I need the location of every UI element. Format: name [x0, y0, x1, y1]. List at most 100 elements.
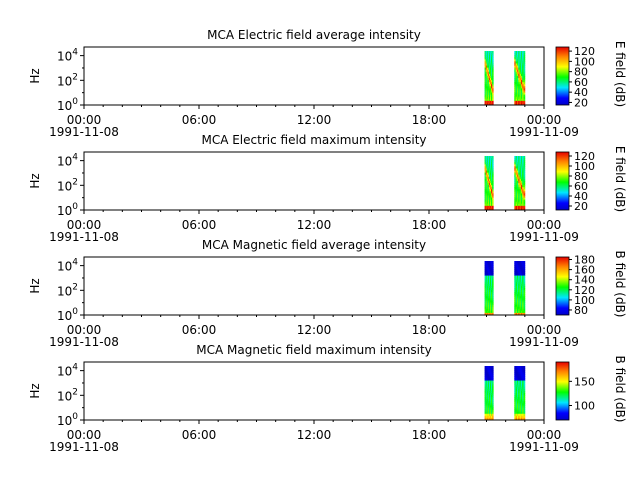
spectrogram-cell — [519, 376, 522, 379]
spectrogram-cell — [516, 88, 519, 91]
spectrogram-cell — [516, 170, 519, 174]
spectrogram-cell — [514, 67, 517, 71]
spectrogram-cell — [486, 417, 489, 421]
spectrogram-cell — [485, 290, 488, 293]
spectrogram-cell — [515, 413, 518, 417]
spectrogram-cell — [492, 75, 494, 79]
spectrogram-cell — [516, 403, 519, 406]
spectrogram-cell — [523, 205, 526, 209]
y-tick-exponent: 2 — [72, 72, 78, 82]
spectrogram-cell — [523, 380, 526, 384]
spectrogram-cell — [515, 370, 518, 373]
spectrogram-cell — [484, 405, 487, 408]
spectrogram-cell — [489, 393, 492, 396]
spectrogram-cell — [492, 401, 494, 404]
spectrogram-cell — [519, 166, 522, 169]
spectrogram-cell — [523, 395, 526, 398]
spectrogram-cell — [485, 411, 488, 415]
spectrogram-cell — [516, 164, 519, 167]
spectrogram-cell — [520, 75, 523, 79]
spectrogram-cell — [522, 191, 524, 194]
spectrogram-cell — [484, 390, 487, 394]
spectrogram-cell — [519, 80, 522, 83]
spectrogram-cell — [514, 417, 517, 421]
spectrogram-cell — [491, 98, 493, 102]
colorbar-tick-label: 60 — [574, 180, 588, 193]
spectrogram-cell — [519, 415, 522, 419]
spectrogram-cell — [487, 69, 490, 73]
spectrogram-cell — [484, 187, 487, 190]
spectrogram-cell — [519, 82, 522, 85]
spectrogram-cell — [518, 306, 520, 310]
spectrogram-cell — [518, 267, 520, 270]
spectrogram-cell — [484, 296, 487, 299]
spectrogram-cell — [485, 57, 488, 60]
spectrogram-cell — [485, 273, 488, 276]
spectrogram-cell — [486, 397, 489, 400]
spectrogram-cell — [492, 304, 494, 308]
spectrogram-cell — [515, 388, 518, 392]
spectrogram-cell — [516, 96, 519, 100]
spectrogram-cell — [519, 298, 522, 301]
spectrogram-cell — [522, 388, 524, 392]
spectrogram-cell — [491, 302, 493, 306]
spectrogram-cell — [486, 203, 489, 207]
spectrogram-cell — [492, 376, 494, 379]
spectrogram-cell — [485, 312, 488, 316]
spectrogram-cell — [518, 382, 520, 386]
x-tick-label: 18:00 — [412, 428, 447, 442]
spectrogram-cell — [489, 78, 492, 81]
spectrogram-cell — [492, 90, 494, 93]
spectrogram-cell — [486, 283, 489, 287]
spectrogram-cell — [516, 384, 519, 388]
spectrogram-cell — [485, 51, 488, 54]
spectrogram-cell — [516, 401, 519, 404]
spectrogram-cell — [520, 269, 523, 272]
spectrogram-cell — [484, 176, 487, 180]
spectrogram-cell — [486, 59, 489, 62]
spectrogram-cell — [484, 61, 487, 64]
spectrogram-cell — [488, 269, 491, 272]
spectrogram-cell — [488, 82, 491, 85]
spectrogram-cell — [519, 176, 522, 180]
spectrogram-cell — [518, 193, 520, 196]
spectrogram-cell — [522, 382, 524, 386]
spectrogram-cell — [516, 308, 519, 312]
spectrogram-cell — [522, 207, 524, 211]
spectrogram-cell — [489, 378, 492, 381]
spectrogram-cell — [486, 65, 489, 69]
spectrogram-cell — [485, 168, 488, 171]
spectrogram-cell — [489, 69, 492, 73]
spectrogram-cell — [520, 292, 523, 295]
spectrogram-cell — [522, 88, 524, 91]
spectrogram-cell — [485, 199, 488, 203]
y-tick-base: 10 — [57, 284, 72, 298]
spectrogram-cell — [484, 67, 487, 71]
spectrogram-cell — [485, 100, 488, 104]
spectrogram-cell — [514, 390, 517, 394]
spectrogram-cell — [492, 185, 494, 188]
spectrogram-cell — [522, 102, 524, 106]
y-tick-label: 104 — [57, 48, 78, 64]
spectrogram-cell — [487, 411, 490, 415]
spectrogram-cell — [518, 370, 520, 373]
spectrogram-cell — [523, 283, 526, 287]
spectrogram-cell — [487, 397, 490, 400]
y-tick-base: 10 — [57, 414, 72, 428]
spectrogram-cell — [485, 92, 488, 96]
spectrogram-cell — [485, 300, 488, 303]
spectrogram-cell — [523, 376, 526, 379]
spectrogram-cell — [488, 296, 491, 299]
spectrogram-cell — [516, 285, 519, 289]
spectrogram-cell — [485, 275, 488, 279]
spectrogram-cell — [488, 298, 491, 301]
spectrogram-cell — [520, 310, 523, 314]
spectrogram-cell — [515, 166, 518, 169]
spectrogram-cell — [485, 172, 488, 176]
spectrogram-cell — [515, 304, 518, 308]
spectrogram-cell — [487, 207, 490, 211]
spectrogram-cell — [488, 65, 491, 69]
spectrogram-cell — [492, 263, 494, 266]
spectrogram-cell — [515, 90, 518, 93]
spectrogram-cell — [519, 261, 522, 264]
